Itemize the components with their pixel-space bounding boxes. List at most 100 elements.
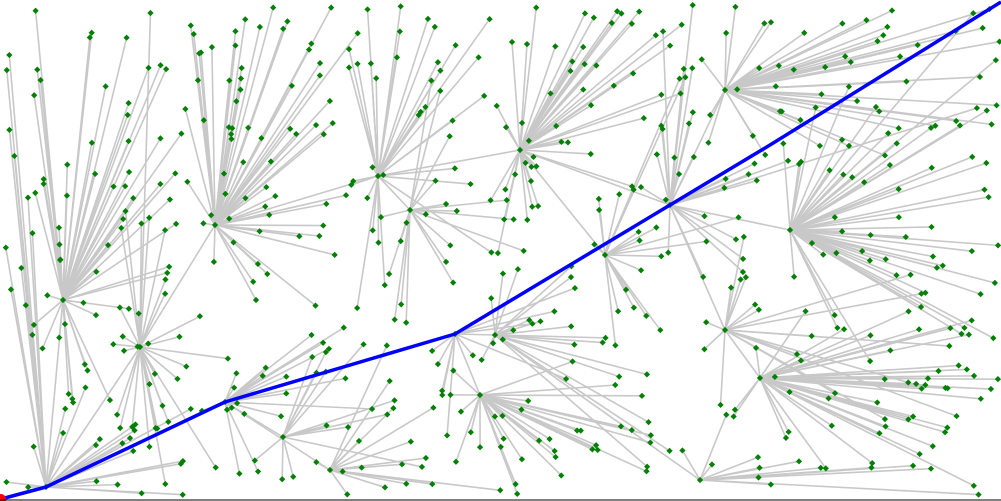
tree-node: [638, 392, 646, 399]
tree-edge: [62, 223, 177, 301]
tree-edge: [409, 209, 451, 247]
tree-edge: [62, 265, 170, 301]
tree-node: [367, 60, 375, 67]
tree-edge: [356, 63, 379, 177]
tree-node: [55, 224, 63, 231]
tree-node: [701, 346, 708, 353]
tree-edge: [120, 227, 141, 348]
tree-edge: [479, 394, 597, 446]
tree-node: [256, 23, 263, 31]
tree-edge: [184, 108, 216, 226]
tree-node: [867, 332, 874, 339]
tree-node: [373, 75, 380, 82]
tree-node: [817, 464, 824, 471]
tree-node: [975, 491, 982, 498]
tree-node: [429, 347, 436, 355]
tree-edge: [366, 9, 379, 177]
tree-node: [703, 319, 710, 326]
tree-edge: [454, 333, 567, 380]
tree-edge: [224, 401, 241, 474]
tree-edge: [479, 394, 651, 444]
tree-node: [339, 468, 346, 475]
tree-node: [658, 253, 665, 260]
tree-node: [723, 411, 730, 418]
tree-node: [595, 195, 602, 203]
tree-node: [88, 139, 95, 146]
tree-node: [40, 175, 47, 183]
tree-edge: [34, 192, 64, 301]
tree-edge: [409, 135, 451, 211]
tree-node: [312, 302, 319, 309]
tree-node: [494, 250, 502, 257]
tree-edge: [455, 394, 481, 463]
tree-node: [916, 450, 923, 458]
tree-edge: [598, 209, 606, 256]
tree-edge: [224, 326, 345, 403]
tree-node: [452, 458, 460, 465]
tree-edge: [724, 68, 795, 91]
tree-edge: [377, 56, 480, 177]
tree-node: [874, 399, 881, 406]
tree-edge: [282, 356, 313, 438]
tree-node: [880, 32, 887, 39]
tree-node: [182, 105, 189, 113]
tree-edge: [719, 329, 726, 405]
tree-edge: [504, 149, 521, 190]
tree-edge: [724, 30, 956, 91]
tree-node: [689, 1, 696, 9]
tree-edge: [42, 183, 64, 301]
tree-node: [283, 390, 290, 397]
tree-edge: [519, 149, 534, 158]
tree-edge: [759, 377, 878, 404]
tree-node: [785, 428, 792, 436]
tree-node: [754, 454, 762, 461]
tree-edge: [759, 377, 833, 427]
tree-edge: [669, 107, 978, 206]
tree-node: [238, 64, 245, 72]
tree-edge: [139, 346, 217, 468]
tree-edge: [119, 346, 141, 429]
tree-edge: [724, 89, 754, 137]
tree-node: [386, 377, 393, 385]
tree-node: [125, 137, 132, 145]
tree-edge: [604, 254, 617, 346]
tree-edge: [789, 229, 934, 258]
tree-node: [296, 233, 303, 240]
tree-edge: [669, 204, 705, 217]
tree-edge: [699, 464, 713, 481]
tree-node: [533, 4, 540, 11]
tree-node: [233, 370, 240, 377]
tree-node: [32, 189, 39, 196]
tree-node: [384, 411, 391, 418]
tree-edge: [494, 276, 572, 336]
tree-edge: [45, 432, 64, 488]
tree-node: [450, 279, 457, 286]
tree-edge: [409, 209, 514, 221]
tree-node: [344, 423, 352, 431]
tree-node: [689, 64, 696, 72]
tree-node: [953, 412, 960, 420]
tree-node: [983, 159, 990, 167]
tree-node: [123, 34, 130, 41]
tree-node: [968, 248, 975, 255]
tree-node: [446, 133, 453, 140]
tree-node: [325, 345, 333, 352]
tree-edge: [329, 407, 434, 471]
tree-edge: [62, 272, 168, 301]
tree-node: [508, 38, 516, 46]
tree-node: [500, 435, 507, 442]
tree-node: [737, 276, 744, 283]
tree-node: [512, 171, 519, 178]
tree-node: [602, 334, 609, 341]
start-marker: [0, 494, 6, 501]
tree-edge: [494, 334, 649, 423]
tree-edge: [214, 19, 247, 226]
tree-node: [277, 413, 285, 420]
tree-edge: [519, 122, 523, 151]
tree-edge: [789, 229, 824, 256]
tree-node: [252, 296, 260, 304]
tree-node: [730, 413, 737, 420]
tree-edge: [701, 58, 726, 91]
tree-node: [909, 462, 917, 469]
